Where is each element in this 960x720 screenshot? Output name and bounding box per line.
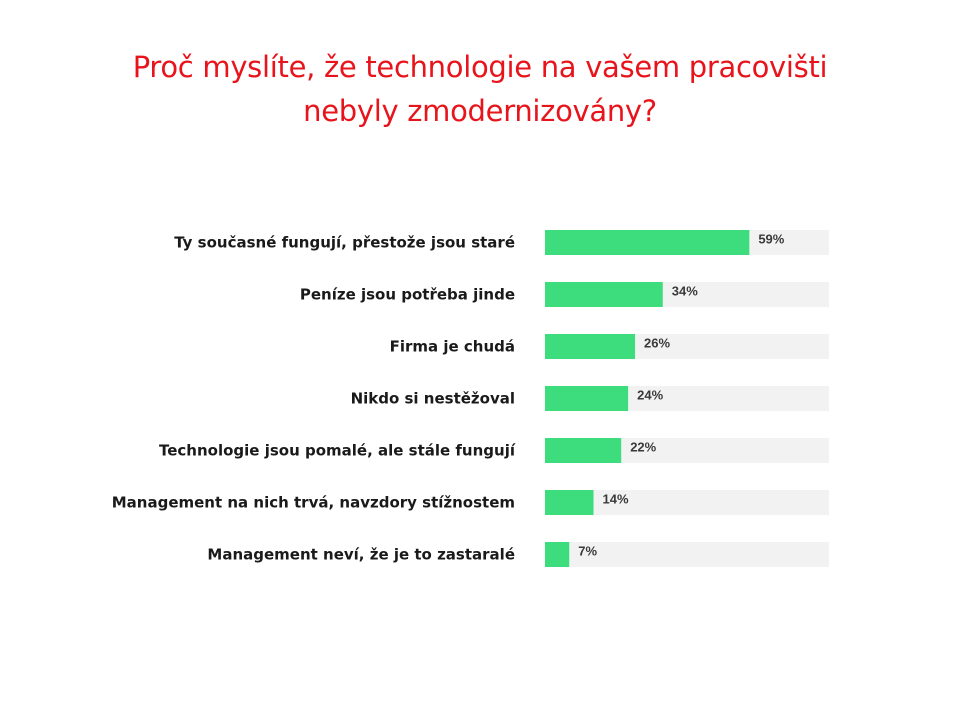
chart-title: Proč myslíte, že technologie na vašem pr… <box>0 45 960 133</box>
bar-track <box>545 542 829 567</box>
bar <box>545 542 570 567</box>
chart-title-line-2: nebyly zmodernizovány? <box>303 94 657 128</box>
category-label: Ty současné fungují, přestože jsou staré <box>174 234 515 252</box>
category-label: Peníze jsou potřeba jinde <box>300 286 515 304</box>
value-label: 26% <box>644 336 670 351</box>
bar <box>545 230 750 255</box>
bar <box>545 386 629 411</box>
bar <box>545 490 594 515</box>
value-label: 7% <box>578 544 597 559</box>
category-label: Management na nich trvá, navzdory stížno… <box>112 494 515 512</box>
value-label: 22% <box>630 440 656 455</box>
bar <box>545 282 663 307</box>
category-label: Management neví, že je to zastaralé <box>207 546 515 564</box>
value-label: 14% <box>602 492 628 507</box>
value-label: 34% <box>672 284 698 299</box>
chart-title-line-1: Proč myslíte, že technologie na vašem pr… <box>132 50 828 84</box>
value-label: 59% <box>758 232 784 247</box>
bar <box>545 334 636 359</box>
category-label: Firma je chudá <box>390 338 515 356</box>
category-label: Technologie jsou pomalé, ale stále fungu… <box>159 442 516 460</box>
bar <box>545 438 622 463</box>
value-label: 24% <box>637 388 663 403</box>
category-label: Nikdo si nestěžoval <box>351 390 515 408</box>
